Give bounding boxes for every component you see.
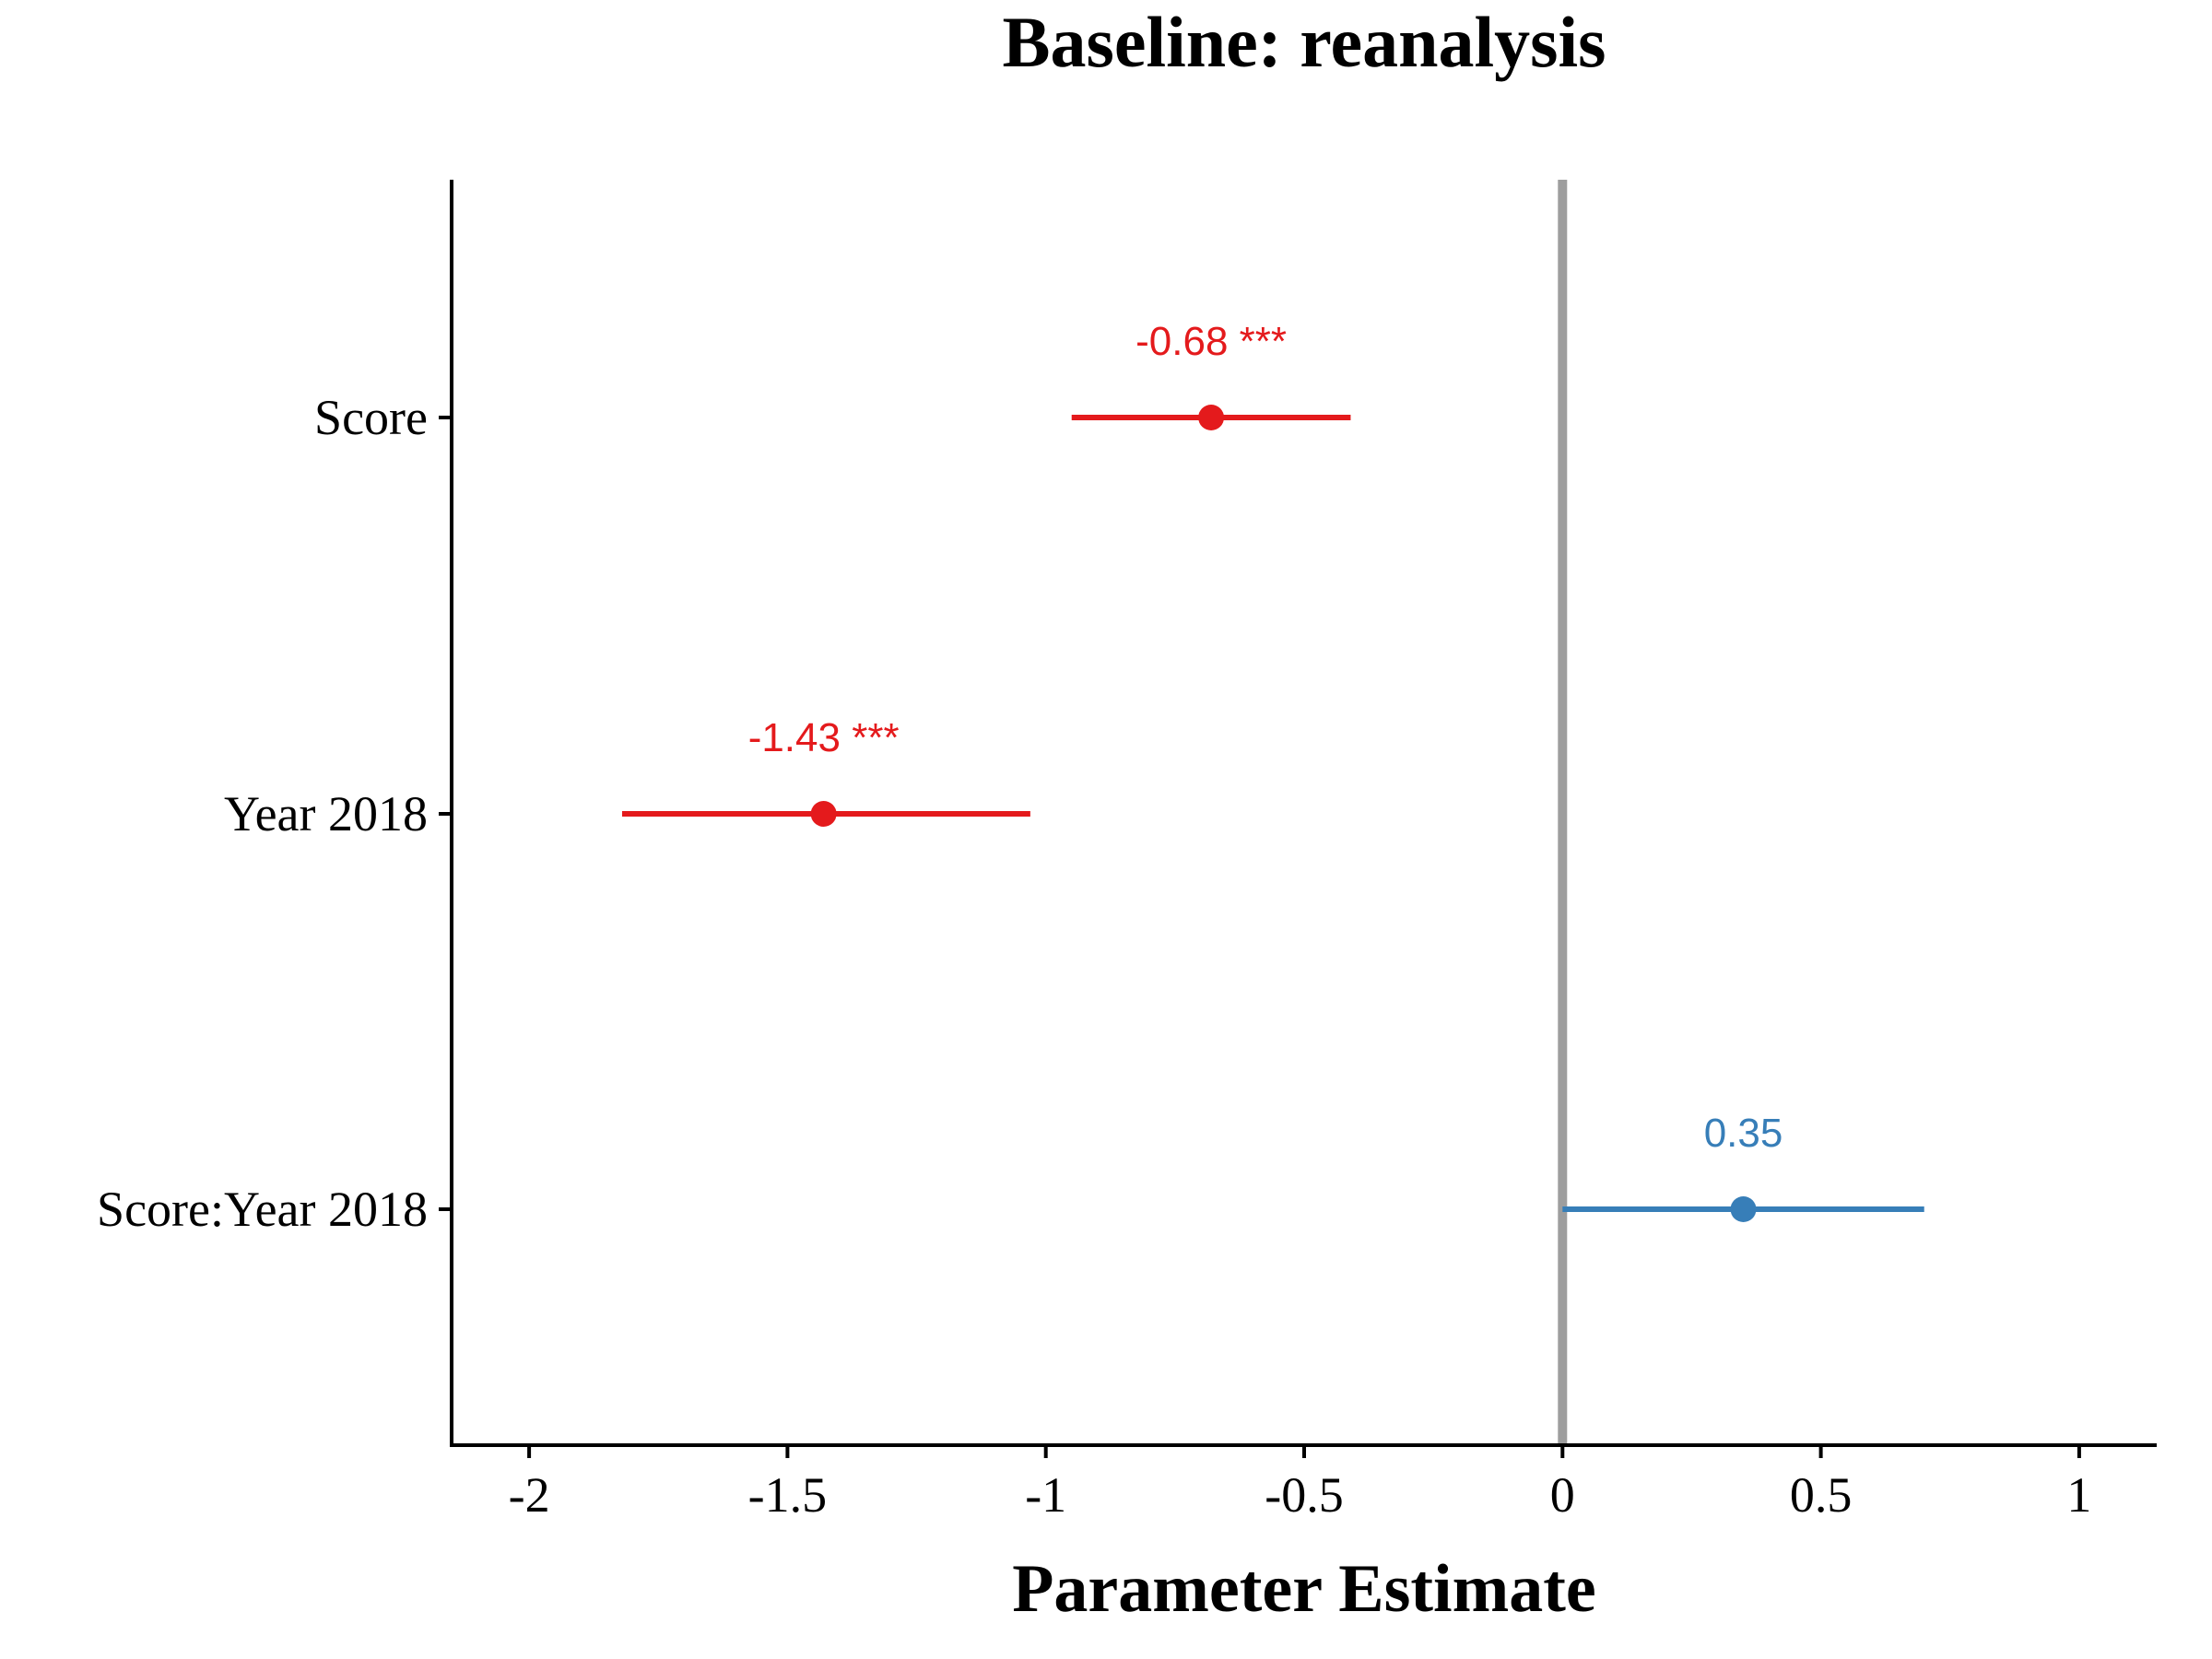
estimate-label: -1.43 ***: [748, 715, 900, 760]
estimate-point: [1730, 1196, 1757, 1222]
x-tick-label: 0.5: [1790, 1467, 1853, 1523]
x-axis-label: Parameter Estimate: [1012, 1551, 1596, 1627]
y-tick-label: Score: [314, 390, 428, 445]
y-tick-label: Year 2018: [224, 786, 428, 841]
x-tick-label: 1: [2066, 1467, 2091, 1523]
estimate-label: 0.35: [1704, 1111, 1783, 1156]
x-tick-label: -2: [509, 1467, 550, 1523]
estimate-label: -0.68 ***: [1135, 319, 1287, 364]
x-tick-label: -1.5: [748, 1467, 827, 1523]
chart-title: Baseline: reanalysis: [1002, 2, 1606, 82]
y-tick-label: Score:Year 2018: [97, 1182, 428, 1237]
x-tick-label: 0: [1550, 1467, 1575, 1523]
x-tick-label: -0.5: [1265, 1467, 1343, 1523]
estimate-point: [810, 801, 837, 827]
estimate-point: [1198, 405, 1225, 430]
x-tick-label: -1: [1025, 1467, 1066, 1523]
plot-area: -2 -1.5 -1 -0.5 0 0.5 1 Score -0.68 *** Year 2018…: [97, 180, 2157, 1523]
